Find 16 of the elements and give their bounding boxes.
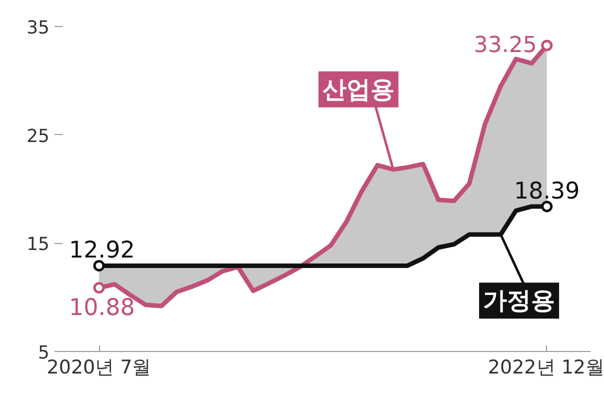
data-label: 10.88	[69, 294, 135, 321]
text: 산업용	[322, 75, 394, 104]
y-tick-label: 15	[26, 234, 50, 256]
point	[541, 200, 553, 212]
text: 가정용	[483, 286, 556, 315]
point	[541, 40, 553, 52]
y-tick-label: 35	[26, 18, 50, 38]
y-tick-label: 5	[38, 342, 50, 364]
data-label: 33.25	[474, 32, 537, 58]
data-label: 12.92	[69, 238, 135, 264]
x-tick-label: 2020년 7월	[46, 356, 152, 378]
y-tick-label: 25	[26, 126, 50, 147]
point	[93, 260, 105, 272]
x-tick-label: 2022년 12월	[488, 356, 604, 378]
data-label: 18.39	[514, 178, 580, 204]
point	[93, 282, 105, 294]
